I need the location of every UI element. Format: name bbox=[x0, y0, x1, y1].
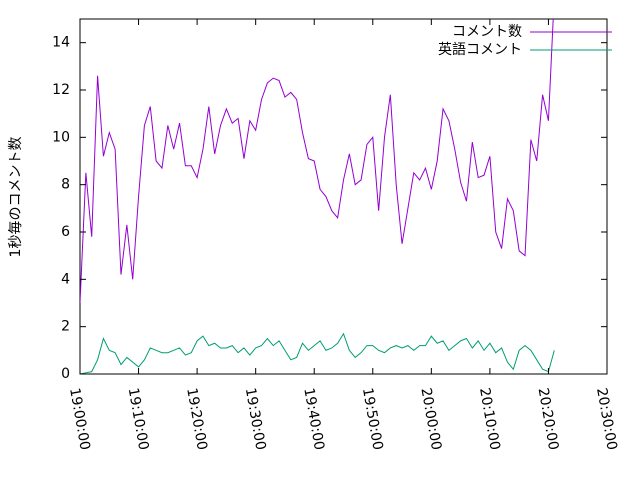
y-tick-label: 0 bbox=[61, 366, 70, 382]
y-tick-label: 6 bbox=[61, 224, 70, 240]
x-tick-label: 19:10:00 bbox=[125, 387, 152, 452]
plot-frame bbox=[79, 18, 608, 375]
y-tick-label: 2 bbox=[61, 319, 70, 335]
y-tick-label: 4 bbox=[61, 271, 70, 287]
x-tick-label: 19:50:00 bbox=[359, 387, 386, 452]
x-tick-label: 19:00:00 bbox=[66, 387, 93, 452]
series-line bbox=[80, 19, 554, 304]
x-tick-label: 20:30:00 bbox=[593, 387, 620, 452]
x-tick-label: 19:40:00 bbox=[300, 387, 327, 452]
series-line bbox=[80, 332, 555, 374]
y-tick-label: 12 bbox=[52, 82, 70, 98]
y-tick-label: 10 bbox=[52, 129, 70, 145]
y-axis-label: 1秒毎のコメント数 bbox=[8, 137, 24, 258]
plot-area bbox=[80, 19, 555, 374]
x-tick-label: 20:00:00 bbox=[417, 387, 444, 452]
x-tick-label: 20:10:00 bbox=[476, 387, 503, 452]
legend-label: コメント数 bbox=[452, 24, 522, 40]
x-tick-label: 19:20:00 bbox=[183, 387, 210, 452]
legend-label: 英語コメント bbox=[438, 41, 522, 58]
y-tick-label: 8 bbox=[61, 177, 70, 193]
x-tick-label: 19:30:00 bbox=[242, 387, 269, 452]
y-tick-label: 14 bbox=[52, 35, 70, 51]
x-tick-label: 20:20:00 bbox=[535, 387, 562, 452]
